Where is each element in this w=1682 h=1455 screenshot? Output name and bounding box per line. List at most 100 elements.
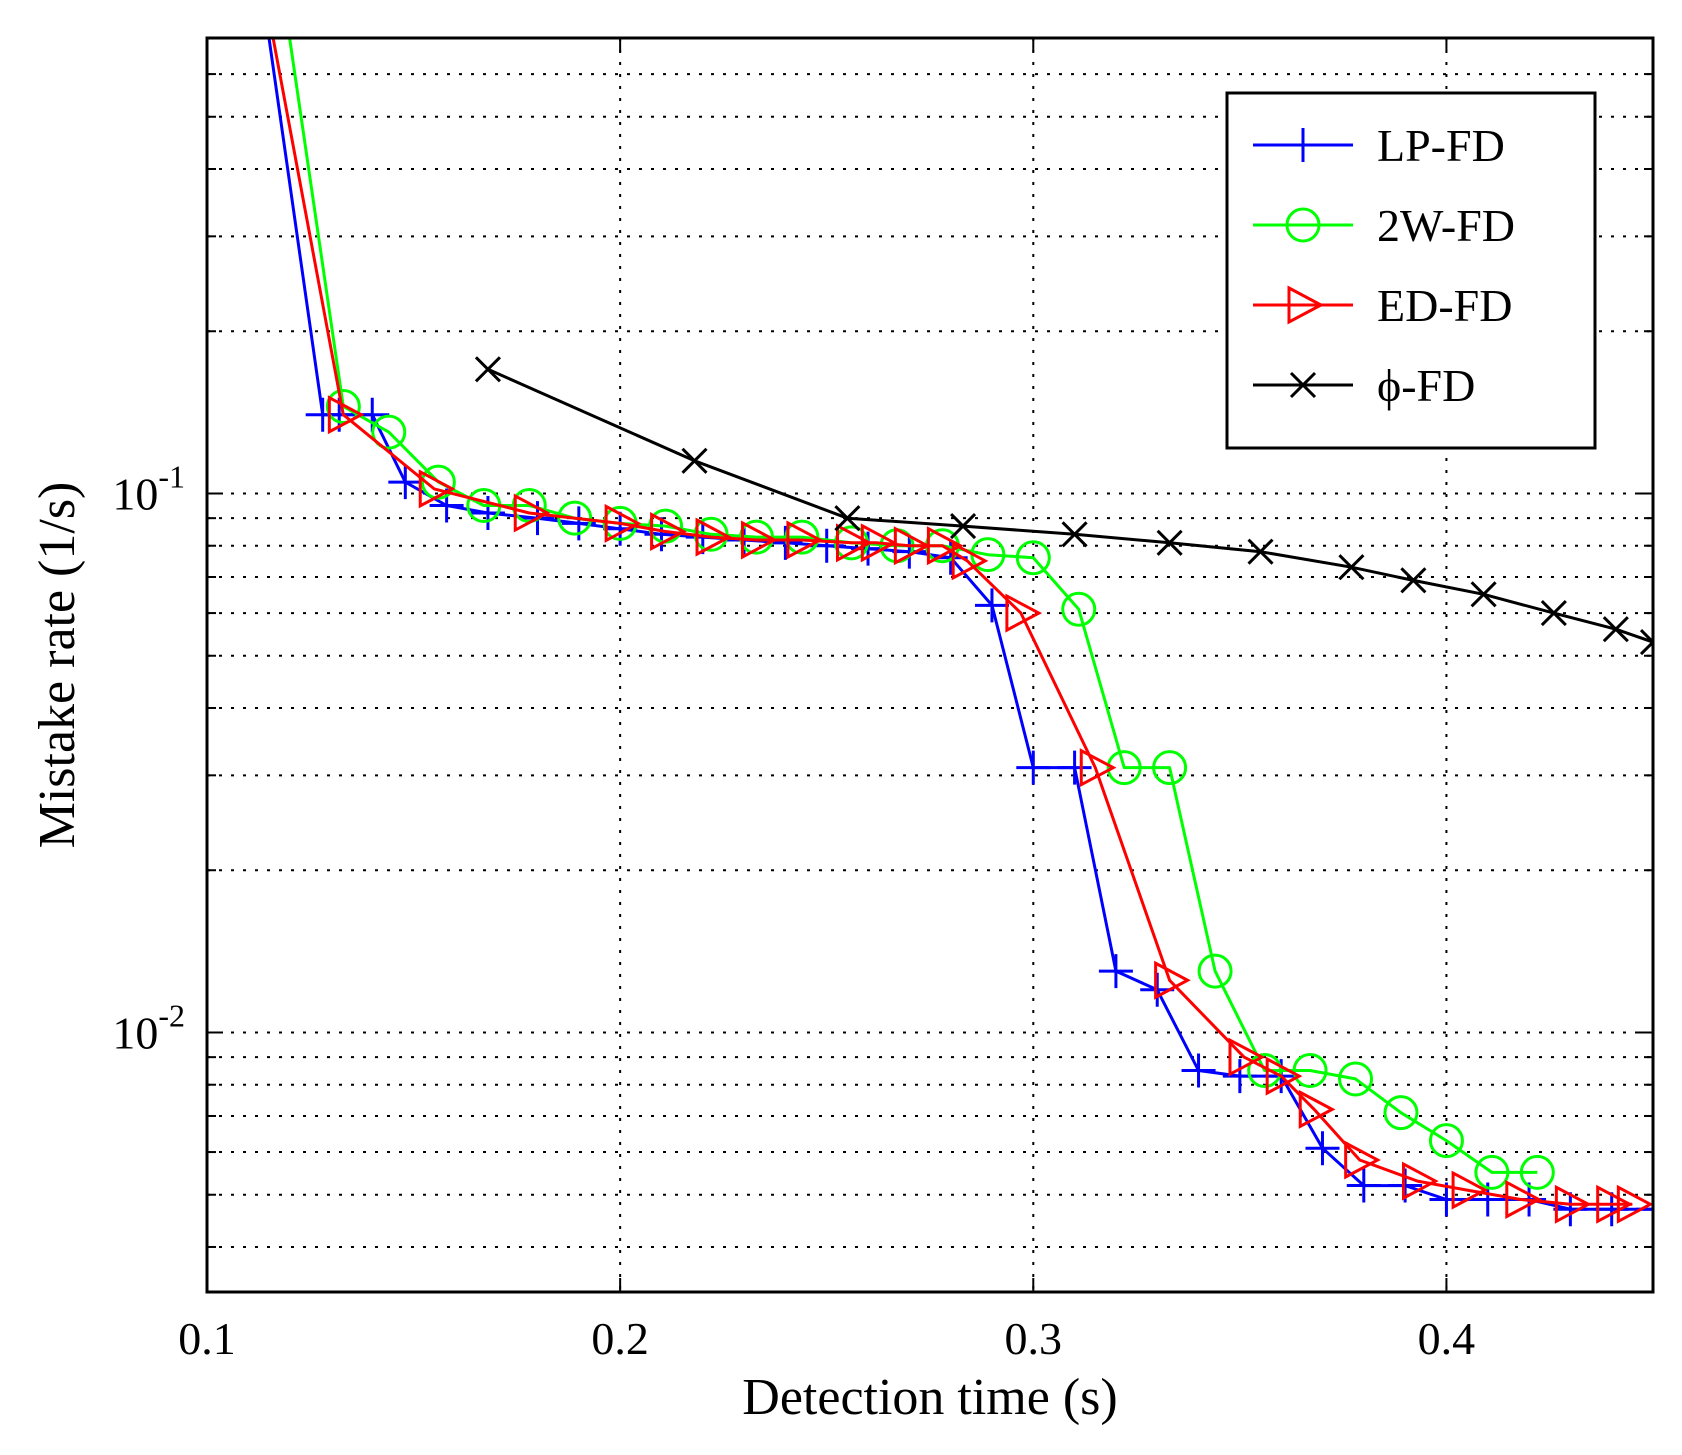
data-point [1639,629,1653,656]
data-point [1061,591,1097,627]
data-point [650,512,687,552]
data-point [1338,1061,1374,1097]
y-tick-label-base: 10 [112,1007,158,1058]
data-point [893,526,931,566]
data-point [1292,1053,1328,1089]
data-point [1265,1056,1303,1096]
data-point [1540,600,1567,627]
legend-label: ED-FD [1377,280,1512,331]
data-point [1344,1140,1381,1180]
data-point [513,493,551,533]
data-point [1429,1182,1464,1217]
data-point [951,541,989,581]
data-point [1305,1131,1340,1166]
data-point [834,505,861,532]
y-tick-label-exponent: -1 [158,458,185,494]
data-point [1346,1168,1381,1203]
y-tick-label: 10-1 [112,458,185,519]
plot-frame [205,36,1655,1294]
data-point [784,519,820,555]
data-point [740,520,778,560]
data-point [1402,1161,1439,1201]
data-point [1428,1123,1464,1159]
data-point [1470,581,1497,608]
data-point [1298,1089,1336,1129]
data-point [860,523,898,563]
legend-label: 2W-FD [1377,200,1515,251]
data-point [1181,1053,1216,1088]
legend-swatch-marker [1287,285,1325,325]
legend-entry: LP-FD [1253,120,1505,171]
data-point [1505,1179,1542,1219]
data-point [974,588,1009,623]
data-point [1400,567,1427,594]
data-point [327,395,365,435]
data-point [1616,1184,1653,1224]
data-point [1154,960,1191,1000]
legend-swatch-marker [1286,128,1320,162]
legend-entry: ED-FD [1253,280,1512,331]
data-point [1474,1154,1510,1190]
legend-box [1225,91,1597,450]
x-tick-label: 0.3 [1005,1313,1063,1364]
data-point [474,356,501,383]
data-point [1383,1095,1419,1131]
legend-swatch-marker [1285,207,1321,243]
series-2 [271,38,1653,1224]
y-tick-label: 10-2 [112,997,185,1058]
data-point [1602,616,1629,643]
y-tick-label-exponent: -2 [158,997,185,1033]
data-point [1156,529,1183,556]
x-tick-label: 0.4 [1418,1313,1476,1364]
data-point [325,389,361,425]
y-axis-label: Mistake rate (1/s) [29,482,86,849]
data-point [892,534,927,569]
data-point [738,519,774,555]
y-tick-label-base: 10 [112,468,158,519]
data-point [388,465,423,500]
axis-ticks: 0.1 0.2 0.3 0.410-110-2 [112,38,1653,1364]
data-point [1247,538,1274,565]
data-point [420,464,456,500]
data-point [1152,750,1188,786]
legend-label: ϕ-FD [1377,360,1475,411]
data-point [1079,748,1117,788]
data-point [926,526,964,566]
x-tick-label: 0.1 [178,1313,236,1364]
data-point [836,523,873,563]
x-tick-label: 0.2 [591,1313,649,1364]
legend-entry: ϕ-FD [1253,360,1475,411]
data-point [695,517,733,557]
data-point [1098,954,1133,989]
data-point [1338,554,1365,581]
x-axis-label: Detection time (s) [742,1369,1117,1426]
legend: LP-FD 2W-FD ED-FD ϕ-FD [1225,91,1597,450]
data-point [949,513,977,540]
data-point [1016,750,1051,785]
data-point [557,500,593,536]
series-3 [474,356,1653,656]
data-point [371,414,407,450]
data-point [1106,750,1142,786]
grid [207,38,1653,1292]
data-point [604,503,642,543]
plot-series [267,38,1653,1227]
legend-swatch-marker [1289,371,1317,399]
data-point [1228,1037,1266,1077]
data-point [1247,1053,1283,1089]
data-point [1061,521,1088,548]
legend-label: LP-FD [1377,120,1505,171]
data-point [1451,1170,1489,1210]
data-point [786,520,824,560]
data-point [1554,1184,1592,1224]
data-point [1197,953,1233,989]
data-point [681,447,708,474]
data-point [1057,750,1092,785]
data-point [1015,540,1051,576]
data-point [1519,1154,1555,1190]
data-point [418,469,456,509]
data-point [1596,1184,1633,1224]
legend-entry: 2W-FD [1253,200,1515,251]
data-point [1005,593,1043,633]
